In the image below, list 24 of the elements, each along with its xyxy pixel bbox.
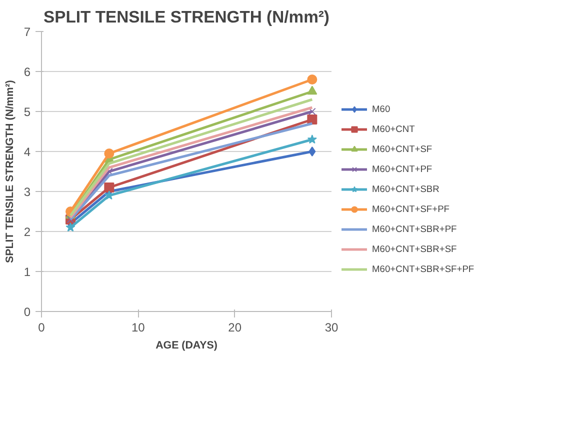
y-tick-label: 6 xyxy=(24,65,31,79)
legend-label: M60 xyxy=(372,103,392,116)
x-axis-title: AGE (DAYS) xyxy=(156,340,218,352)
y-tick-label: 1 xyxy=(24,265,31,279)
x-tick-label: 30 xyxy=(324,320,338,334)
legend-label: M60+CNT+SBR+PF xyxy=(372,223,457,236)
y-tick-label: 7 xyxy=(24,25,31,39)
legend-label: M60+CNT+PF xyxy=(372,163,432,176)
y-tick-label: 5 xyxy=(24,105,31,119)
y-tick-label: 4 xyxy=(24,145,31,159)
y-axis-title: SPLIT TENSILE STRENGTH (N/mm²) xyxy=(4,80,16,263)
y-tick-label: 0 xyxy=(24,305,31,319)
x-tick-label: 10 xyxy=(131,320,146,334)
legend-label: M60+CNT+SF xyxy=(372,143,432,156)
x-tick-label: 0 xyxy=(38,320,46,334)
y-tick-label: 3 xyxy=(24,185,31,199)
legend-label: M60+CNT xyxy=(372,123,415,136)
legend-label: M60+CNT+SBR+SF xyxy=(372,243,457,256)
y-tick-label: 2 xyxy=(24,225,31,239)
legend-label: M60+CNT+SF+PF xyxy=(372,203,450,216)
legend-label: M60+CNT+SBR+SF+PF xyxy=(372,263,474,276)
x-tick-label: 20 xyxy=(228,320,242,334)
legend-label: M60+CNT+SBR xyxy=(372,183,440,196)
chart-title: SPLIT TENSILE STRENGTH (N/mm²) xyxy=(44,8,330,26)
